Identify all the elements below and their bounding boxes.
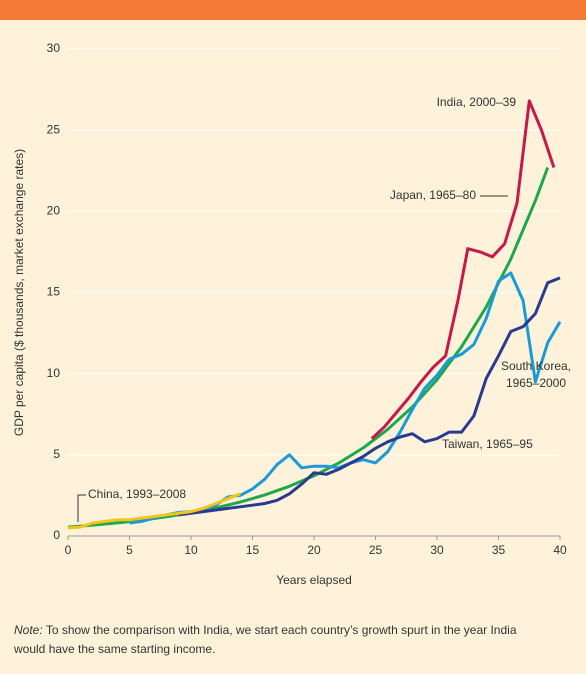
note: Note: To show the comparison with India,… — [14, 621, 574, 659]
x-tick-label: 35 — [492, 543, 506, 557]
series-line — [67, 492, 241, 530]
y-axis-label: GDP per capita ($ thousands, market exch… — [12, 149, 26, 436]
y-tick-label: 5 — [53, 447, 60, 461]
y-tick-label: 15 — [47, 285, 61, 299]
series-line — [178, 276, 561, 517]
top-bar — [0, 0, 586, 20]
y-tick-label: 10 — [47, 366, 61, 380]
y-tick-label: 30 — [47, 41, 61, 55]
note-label: Note: — [14, 623, 43, 637]
x-tick-label: 30 — [430, 543, 444, 557]
series-label: Japan, 1965–80 — [389, 188, 476, 202]
x-axis-label: Years elapsed — [276, 573, 352, 587]
x-tick-label: 15 — [246, 543, 260, 557]
series-label: Taiwan, 1965–95 — [442, 437, 533, 451]
series-label: India, 2000–39 — [436, 95, 516, 109]
x-tick-label: 5 — [126, 543, 133, 557]
series-label: South Korea, 1965–2000 — [500, 359, 572, 390]
x-tick-label: 40 — [553, 543, 567, 557]
y-tick-label: 20 — [47, 204, 61, 218]
x-tick-label: 0 — [65, 543, 72, 557]
y-tick-label: 0 — [53, 528, 60, 542]
y-tick-label: 25 — [47, 122, 61, 136]
note-text: To show the comparison with India, we st… — [45, 623, 517, 637]
leader-bracket — [77, 494, 86, 522]
x-tick-label: 25 — [369, 543, 383, 557]
series-label: China, 1993–2008 — [88, 487, 187, 501]
series-line — [67, 166, 550, 529]
x-tick-label: 10 — [184, 543, 198, 557]
x-tick-label: 20 — [307, 543, 321, 557]
series-line — [370, 99, 556, 440]
note-text: would have the same starting income. — [14, 642, 216, 656]
